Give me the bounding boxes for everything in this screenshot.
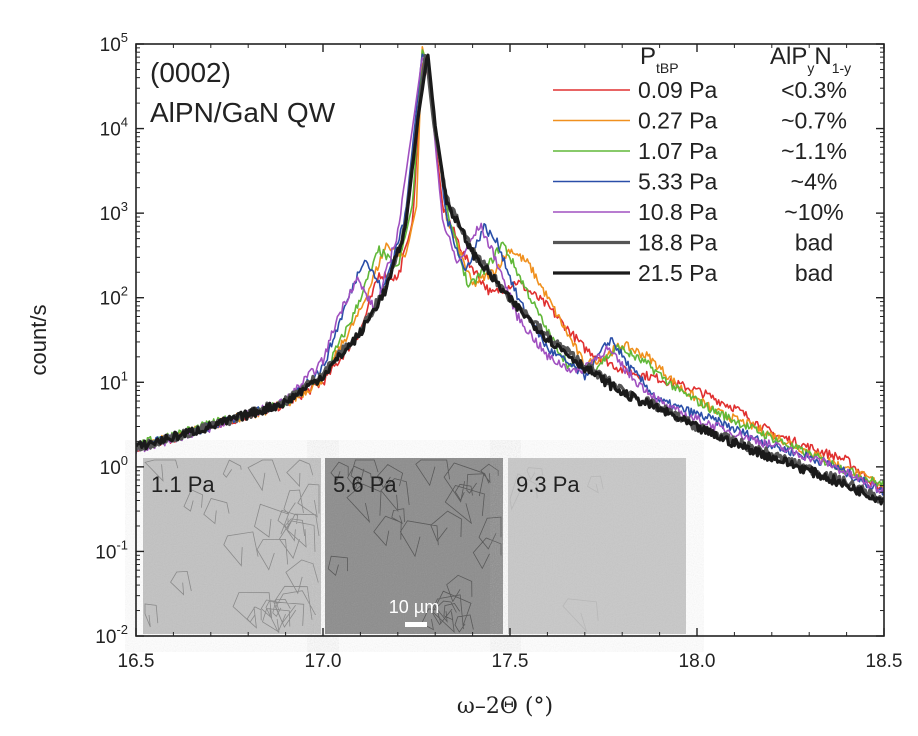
inset-label: 5.6 Pa <box>333 472 397 497</box>
legend-pressure: 21.5 Pa <box>638 260 717 286</box>
x-tick-labels: 16.5 17.0 17.5 18.0 18.5 <box>118 651 903 672</box>
legend-pressure: 10.8 Pa <box>638 199 717 225</box>
inset-crack-network <box>327 459 502 634</box>
legend-item: 5.33 Pa ~4% <box>553 169 837 195</box>
legend-item: 21.5 Pa bad <box>553 260 833 286</box>
legend-pressure: 1.07 Pa <box>638 138 717 164</box>
x-axis-label: ω–2Θ (°) <box>457 694 553 719</box>
legend-header-p: P <box>640 43 656 70</box>
inset-3: 9.3 Pa <box>508 458 686 634</box>
series-layer <box>136 46 884 506</box>
x-tick-label: 18.5 <box>866 651 903 672</box>
legend-header-pressure: PtBP <box>640 43 679 76</box>
legend-item: 10.8 Pa ~10% <box>553 199 844 225</box>
y-tick-label: 100 <box>100 453 128 479</box>
scale-bar-label: 10 µm <box>389 597 439 617</box>
legend-composition: <0.3% <box>781 77 847 103</box>
inset-label: 1.1 Pa <box>151 472 215 497</box>
legend-header-n: N <box>814 43 831 70</box>
scale-bar-line <box>405 622 427 627</box>
y-tick-label: 102 <box>100 284 128 310</box>
legend-pressure: 0.27 Pa <box>638 108 717 134</box>
inset-crack-network <box>509 467 604 632</box>
legend-pressure: 0.09 Pa <box>638 77 717 103</box>
legend-items: 0.09 Pa <0.3% 0.27 Pa ~0.7% 1.07 Pa ~1.1% 5.33… <box>553 77 847 286</box>
legend-composition: ~4% <box>791 169 838 195</box>
legend-header-1-y: 1-y <box>832 60 851 76</box>
series-line-7 <box>136 53 884 506</box>
axis-ticks <box>135 43 885 637</box>
legend-header-alp: AlP <box>770 43 807 70</box>
chart-subtitle: AlPN/GaN QW <box>150 97 336 128</box>
legend-composition: ~1.1% <box>781 138 847 164</box>
legend-item: 1.07 Pa ~1.1% <box>553 138 847 164</box>
inset-label: 9.3 Pa <box>516 472 580 497</box>
legend-composition: bad <box>795 260 833 286</box>
y-tick-label: 10-1 <box>95 537 128 563</box>
y-tick-label: 104 <box>100 115 128 141</box>
inset-texture <box>143 458 321 634</box>
legend-pressure: 18.8 Pa <box>638 230 717 256</box>
x-tick-label: 16.5 <box>118 651 155 672</box>
legend-item: 18.8 Pa bad <box>553 230 833 256</box>
legend-composition: bad <box>795 230 833 256</box>
y-axis-label: count/s <box>26 305 51 376</box>
x-tick-label: 17.5 <box>492 651 529 672</box>
inset-micrographs: 1.1 Pa 5.6 Pa 9.3 Pa 10 µm <box>143 458 686 634</box>
legend-header-y: y <box>807 60 814 76</box>
x-tick-label: 18.0 <box>679 651 716 672</box>
legend-item: 0.27 Pa ~0.7% <box>553 108 847 134</box>
legend-item: 0.09 Pa <0.3% <box>553 77 847 103</box>
y-tick-labels: 10-2 10-1 100 101 102 103 104 105 <box>95 30 128 648</box>
legend-pressure: 5.33 Pa <box>638 169 717 195</box>
y-tick-label: 10-2 <box>95 622 128 648</box>
scale-bar: 10 µm <box>389 597 439 627</box>
y-tick-label: 103 <box>100 199 128 225</box>
inset-crack-network <box>144 459 320 633</box>
x-tick-label: 17.0 <box>305 651 342 672</box>
inset-2: 5.6 Pa <box>325 458 503 634</box>
y-tick-label: 105 <box>100 30 128 56</box>
inset-1: 1.1 Pa <box>143 458 321 634</box>
legend-composition: ~0.7% <box>781 108 847 134</box>
legend-composition: ~10% <box>784 199 843 225</box>
legend-header-composition: AlPyN1-y <box>770 43 851 76</box>
chart-title: (0002) <box>150 57 231 88</box>
legend-header-p-sub: tBP <box>656 60 679 76</box>
y-tick-label: 101 <box>100 368 128 394</box>
legend: PtBP AlPyN1-y 0.09 Pa <0.3% 0.27 Pa ~0.7% 1.… <box>553 43 851 286</box>
